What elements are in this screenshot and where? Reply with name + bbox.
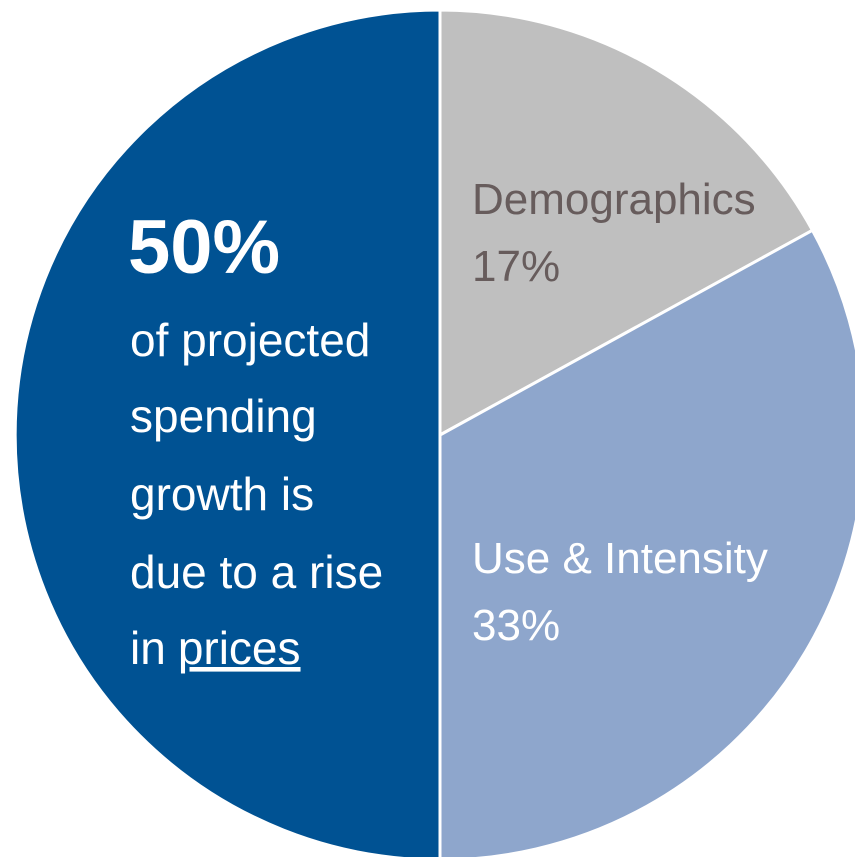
slice-value-label: 33% [472,601,560,650]
annotation-line: spending [130,390,317,442]
pie-slice [438,228,855,857]
slice-value-label: 17% [472,242,560,291]
slice-label: Demographics [472,175,756,224]
annotation-line: due to a rise [130,546,383,598]
annotation-line: in [130,622,166,674]
slice-value-label: 50% [128,205,280,290]
annotation-line: growth is [130,468,314,520]
pie-slice [438,8,815,438]
annotation-line: of projected [130,314,370,366]
pie-slice [13,8,442,857]
annotation-emphasis: prices [178,622,301,674]
slice-label: Use & Intensity [472,534,768,583]
